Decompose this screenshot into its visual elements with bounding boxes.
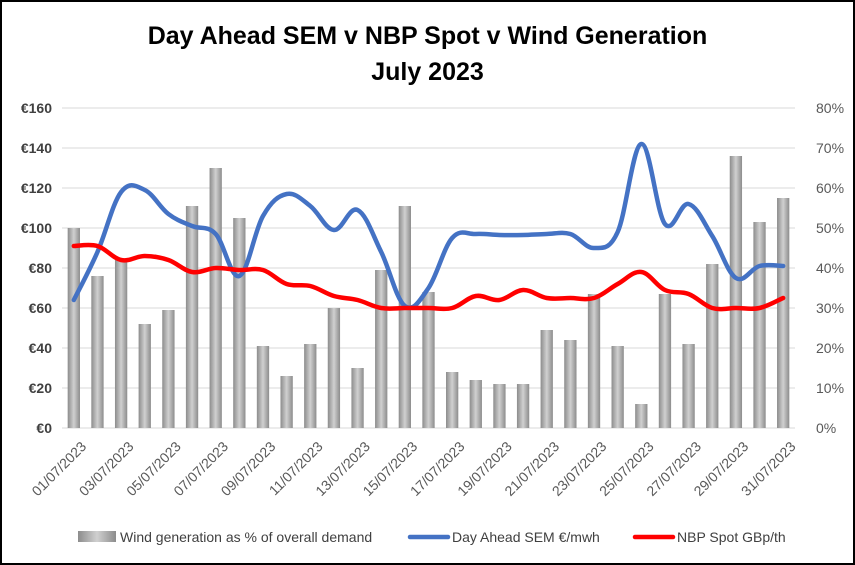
y-right-tick-label: 60% bbox=[816, 180, 844, 196]
wind-bar bbox=[777, 198, 790, 428]
y-right-tick-label: 50% bbox=[816, 220, 844, 236]
wind-bar bbox=[658, 294, 672, 428]
y-right-tick-label: 80% bbox=[816, 100, 844, 116]
wind-bar bbox=[469, 380, 482, 428]
wind-bar bbox=[91, 276, 104, 428]
wind-bar bbox=[493, 384, 506, 428]
y-right-tick-label: 0% bbox=[816, 420, 836, 436]
wind-bar bbox=[611, 346, 624, 428]
legend-label: Day Ahead SEM €/mwh bbox=[452, 529, 600, 545]
y-left-tick-label: €40 bbox=[29, 340, 53, 356]
wind-bar bbox=[67, 228, 80, 428]
y-left-tick-label: €140 bbox=[21, 140, 52, 156]
y-right-tick-label: 30% bbox=[816, 300, 844, 316]
wind-bar bbox=[516, 384, 530, 428]
y-left-tick-label: €80 bbox=[29, 260, 53, 276]
wind-bar bbox=[753, 222, 766, 428]
wind-bar bbox=[635, 404, 648, 428]
wind-bar bbox=[185, 206, 199, 428]
y-right-tick-label: 10% bbox=[816, 380, 844, 396]
wind-bar bbox=[375, 270, 388, 428]
wind-bar bbox=[422, 292, 435, 428]
wind-bar bbox=[706, 264, 719, 428]
wind-bar bbox=[398, 206, 412, 428]
sem-line bbox=[71, 141, 786, 310]
y-left-tick-label: €120 bbox=[21, 180, 52, 196]
wind-bar bbox=[587, 294, 601, 428]
y-left-tick-label: €160 bbox=[21, 100, 52, 116]
y-right-tick-label: 40% bbox=[816, 260, 844, 276]
wind-bar bbox=[729, 156, 743, 428]
wind-bar bbox=[351, 368, 364, 428]
wind-bar bbox=[327, 308, 341, 428]
wind-bar bbox=[209, 168, 222, 428]
y-left-tick-label: €0 bbox=[36, 420, 52, 436]
wind-bar bbox=[114, 260, 128, 428]
wind-bar bbox=[304, 344, 317, 428]
y-left-tick-label: €20 bbox=[29, 380, 53, 396]
legend-label: Wind generation as % of overall demand bbox=[120, 529, 372, 545]
wind-bar bbox=[233, 218, 246, 428]
wind-bar bbox=[138, 324, 151, 428]
wind-bar bbox=[564, 340, 577, 428]
wind-bar bbox=[682, 344, 695, 428]
wind-bar bbox=[540, 330, 553, 428]
wind-bar bbox=[445, 372, 459, 428]
wind-bar bbox=[280, 376, 293, 428]
nbp-line bbox=[71, 242, 786, 312]
y-right-tick-label: 20% bbox=[816, 340, 844, 356]
wind-bar bbox=[162, 310, 175, 428]
chart-title: Day Ahead SEM v NBP Spot v Wind Generati… bbox=[147, 22, 708, 50]
chart-subtitle: July 2023 bbox=[371, 58, 484, 86]
y-right-tick-label: 70% bbox=[816, 140, 844, 156]
y-left-tick-label: €60 bbox=[29, 300, 53, 316]
legend-label: NBP Spot GBp/th bbox=[677, 529, 786, 545]
legend-swatch-wind bbox=[78, 531, 116, 542]
y-left-tick-label: €100 bbox=[21, 220, 52, 236]
wind-bar bbox=[256, 346, 270, 428]
